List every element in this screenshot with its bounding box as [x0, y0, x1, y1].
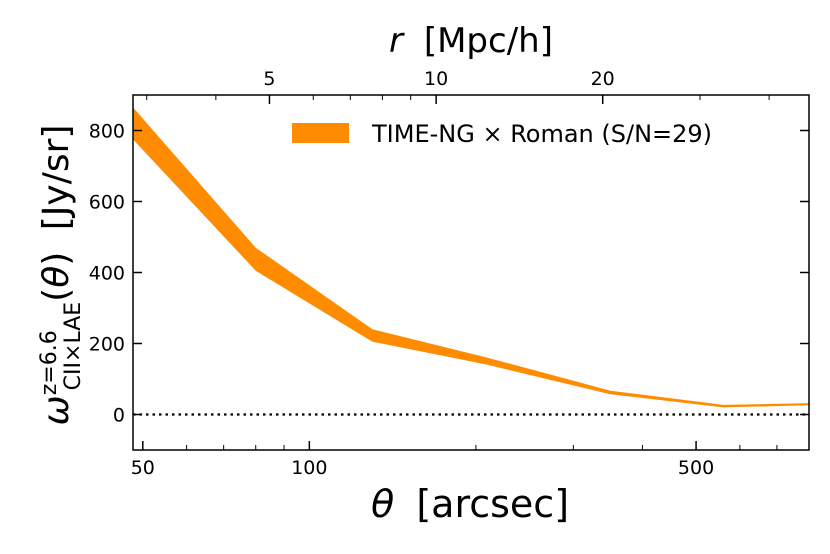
legend: TIME-NG × Roman (S/N=29)	[292, 120, 712, 148]
top-tick-label: 20	[591, 68, 615, 90]
y-tick-label: 800	[89, 121, 125, 143]
top-tick-label: 5	[263, 68, 275, 90]
top-axis-symbol: r	[389, 21, 405, 61]
x-tick-label: 500	[678, 457, 714, 479]
y-axis-title: ωz=6.6CII×LAE(θ) [Jy/sr]	[36, 125, 86, 426]
x-axis-symbol: θ	[371, 482, 394, 526]
x-axis-title: θ [arcsec]	[371, 482, 569, 526]
tick-layer: 50 100 500 0 200 400 600 800 5 10 20	[89, 68, 810, 479]
top-axis-unit: [Mpc/h]	[424, 21, 553, 61]
legend-swatch	[292, 123, 349, 143]
x-tick-label: 100	[291, 457, 327, 479]
x-tick-label: 50	[131, 457, 155, 479]
plot-frame	[132, 94, 810, 451]
data-band-layer	[133, 107, 809, 408]
plot-area	[133, 95, 809, 450]
svg-text:ωz=6.6CII×LAE(θ) [Jy/sr]: ωz=6.6CII×LAE(θ) [Jy/sr]	[36, 125, 86, 426]
legend-label: TIME-NG × Roman (S/N=29)	[371, 120, 712, 148]
y-axis-unit: [Jy/sr]	[36, 125, 77, 231]
y-tick-label: 200	[89, 334, 125, 356]
top-axis-title: r [Mpc/h]	[389, 21, 553, 61]
y-tick-label: 400	[89, 263, 125, 285]
x-axis-unit: [arcsec]	[416, 482, 569, 526]
top-tick-label: 10	[424, 68, 448, 90]
y-tick-label: 600	[89, 192, 125, 214]
y-tick-label: 0	[113, 405, 125, 427]
series-band	[133, 107, 809, 408]
